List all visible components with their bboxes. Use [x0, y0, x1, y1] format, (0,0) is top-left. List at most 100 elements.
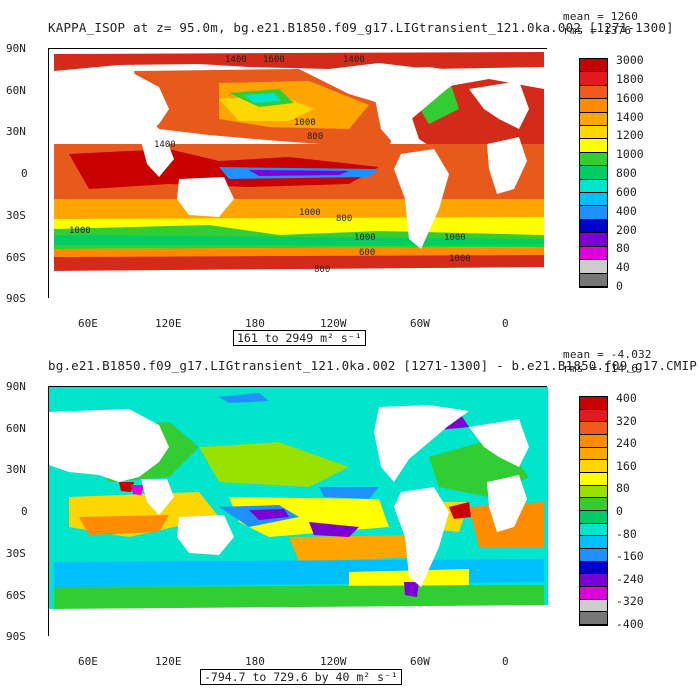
- colorbar-label: 1200: [616, 128, 644, 143]
- panel1-colorbar: [579, 58, 608, 288]
- colorbar-label: 800: [616, 166, 637, 180]
- colorbar-label: 200: [616, 222, 637, 237]
- x-tick-label: 120W: [320, 317, 347, 330]
- x-tick-label: 60E: [78, 317, 98, 330]
- contour-label: 1000: [449, 254, 471, 264]
- colorbar-swatch: [580, 246, 607, 261]
- x-tick-label: 120E: [155, 317, 182, 330]
- y-tick-label: 0: [21, 167, 28, 180]
- colorbar-label: 400: [616, 203, 637, 218]
- colorbar-swatch: [580, 498, 607, 512]
- colorbar-label: 400: [616, 391, 637, 405]
- colorbar-swatch: [580, 179, 607, 194]
- contour-label: 1400: [154, 140, 176, 150]
- panel1-rms: rms = 1376: [563, 24, 632, 37]
- y-tick-label: 30S: [6, 209, 26, 222]
- colorbar-label: -400: [616, 617, 644, 631]
- y-tick-label: 60N: [6, 422, 26, 435]
- colorbar-swatch: [580, 599, 607, 613]
- colorbar-swatch: [580, 139, 607, 153]
- colorbar-swatch: [580, 612, 607, 626]
- colorbar-label: 0: [616, 504, 623, 518]
- colorbar-label: 160: [616, 458, 637, 473]
- contour-label: 800: [336, 214, 352, 224]
- y-tick-label: 90N: [6, 42, 26, 55]
- y-tick-label: 30S: [6, 547, 26, 560]
- colorbar-swatch: [580, 85, 607, 100]
- y-tick-label: 90S: [6, 630, 26, 643]
- contour-label: 1600: [263, 55, 285, 65]
- colorbar-label: 1800: [616, 71, 644, 86]
- colorbar-swatch: [580, 536, 607, 550]
- colorbar-swatch: [580, 485, 607, 499]
- contour-label: 800: [307, 132, 323, 142]
- colorbar-swatch: [580, 523, 607, 537]
- colorbar-label: -320: [616, 594, 644, 609]
- contour-label: 1400: [225, 55, 247, 65]
- colorbar-swatch: [580, 166, 607, 180]
- colorbar-swatch: [580, 152, 607, 167]
- contour-label: 1000: [354, 233, 376, 243]
- panel1-range-box: 161 to 2949 m² s⁻¹: [233, 330, 366, 346]
- colorbar-swatch: [580, 99, 607, 113]
- colorbar-swatch: [580, 273, 607, 287]
- colorbar-label: 240: [616, 436, 637, 451]
- contour-label: 800: [314, 265, 330, 275]
- y-tick-label: 60S: [6, 251, 26, 264]
- colorbar-swatch: [580, 219, 607, 234]
- panel2-map: [48, 386, 548, 637]
- colorbar-swatch: [580, 72, 607, 86]
- colorbar-label: 80: [616, 241, 630, 256]
- colorbar-swatch: [580, 511, 607, 524]
- y-tick-label: 30N: [6, 463, 26, 476]
- x-tick-label: 60W: [410, 655, 430, 668]
- panel1-mean: mean = 1260: [563, 10, 639, 23]
- x-tick-label: 60E: [78, 655, 98, 668]
- colorbar-swatch: [580, 574, 607, 588]
- colorbar-label: 1600: [616, 90, 644, 105]
- colorbar-swatch: [580, 435, 607, 448]
- colorbar-swatch: [580, 447, 607, 461]
- colorbar-label: 40: [616, 260, 630, 275]
- colorbar-swatch: [580, 397, 607, 410]
- colorbar-swatch: [580, 473, 607, 486]
- y-tick-label: 90S: [6, 292, 26, 305]
- y-tick-label: 30N: [6, 125, 26, 138]
- panel1-map-svg: 1400 1600 1400 1400 1000 800 1000 800 10…: [49, 49, 548, 299]
- colorbar-swatch: [580, 233, 607, 247]
- colorbar-swatch: [580, 460, 607, 474]
- colorbar-label: 1000: [616, 147, 644, 162]
- colorbar-label: -80: [616, 526, 637, 541]
- panel2-mean: mean = -4.032: [563, 348, 652, 361]
- contour-label: 600: [359, 248, 375, 258]
- panel1-map: 1400 1600 1400 1400 1000 800 1000 800 10…: [48, 48, 548, 299]
- x-tick-label: 120W: [320, 655, 347, 668]
- colorbar-label: 600: [616, 184, 637, 199]
- colorbar-swatch: [580, 126, 607, 140]
- y-tick-label: 60N: [6, 84, 26, 97]
- x-tick-label: 120E: [155, 655, 182, 668]
- panel1-title: KAPPA_ISOP at z= 95.0m, bg.e21.B1850.f09…: [48, 20, 674, 35]
- x-tick-label: 180: [245, 655, 265, 668]
- y-tick-label: 60S: [6, 589, 26, 602]
- colorbar-label: 3000: [616, 53, 644, 67]
- panel2-rms: rms = 114.6: [563, 362, 639, 375]
- contour-label: 1000: [444, 233, 466, 243]
- colorbar-swatch: [580, 587, 607, 600]
- panel2-map-svg: [49, 387, 548, 637]
- contour-label: 1000: [299, 208, 321, 218]
- colorbar-label: 0: [616, 279, 623, 293]
- contour-label: 1400: [343, 55, 365, 65]
- y-tick-label: 0: [21, 505, 28, 518]
- colorbar-swatch: [580, 260, 607, 274]
- panel2-colorbar: [579, 396, 608, 626]
- colorbar-label: 320: [616, 413, 637, 428]
- y-tick-label: 90N: [6, 380, 26, 393]
- colorbar-swatch: [580, 549, 607, 562]
- panel2-title: bg.e21.B1850.f09_g17.LIGtransient_121.0k…: [48, 358, 698, 373]
- x-tick-label: 0: [502, 317, 509, 330]
- colorbar-swatch: [580, 561, 607, 575]
- contour-label: 1000: [294, 118, 316, 128]
- colorbar-swatch: [580, 422, 607, 436]
- contour-label: 1000: [69, 226, 91, 236]
